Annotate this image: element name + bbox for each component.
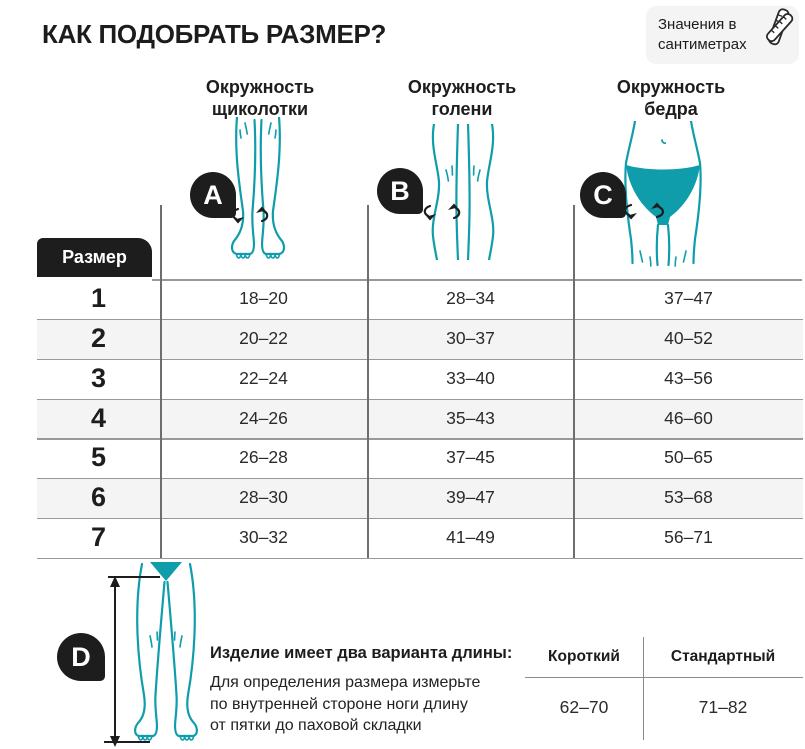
calf-legs-illustration (424, 124, 502, 260)
table-row: 1 18–20 28–34 37–47 (37, 279, 803, 319)
length-table-grid-line (643, 637, 645, 740)
table-grid-line (37, 438, 803, 440)
ankle-range: 30–32 (239, 526, 288, 547)
table-stripe (37, 319, 803, 359)
ankle-range: 18–20 (239, 288, 288, 309)
table-grid-line (160, 205, 162, 558)
column-header-calf: Окружность голени (407, 77, 517, 119)
calf-range: 33–40 (446, 367, 495, 388)
table-grid-line (37, 478, 803, 480)
table-grid-line (367, 205, 369, 558)
size-value: 5 (90, 442, 107, 473)
column-header-hip: Окружность бедра (616, 77, 726, 119)
page-title: КАК ПОДОБРАТЬ РАЗМЕР? (42, 19, 387, 49)
hip-range: 53–68 (664, 487, 713, 508)
length-table-header-short: Короткий (548, 648, 620, 665)
table-row: 2 20–22 30–37 40–52 (37, 319, 803, 359)
marker-d: D (57, 633, 105, 681)
size-value: 6 (90, 482, 107, 513)
length-value-standard: 71–82 (698, 697, 748, 717)
marker-c: C (580, 172, 626, 218)
table-grid-line (37, 398, 803, 400)
ankle-range: 26–28 (239, 447, 288, 468)
length-description-line: от пятки до паховой складки (210, 717, 422, 734)
size-value: 4 (90, 402, 107, 433)
size-column-header: Размер (37, 238, 152, 277)
size-value: 2 (90, 323, 107, 354)
table-row: 7 30–32 41–49 56–71 (37, 518, 803, 558)
measuring-tape-icon (760, 6, 798, 52)
hip-torso-illustration (622, 121, 704, 271)
ankle-range: 22–24 (239, 367, 288, 388)
rotation-arrows-icon (422, 203, 462, 221)
table-grid-line (37, 319, 803, 321)
column-header-ankle: Окружность щиколотки (205, 77, 315, 119)
full-legs-illustration (126, 560, 206, 749)
units-badge-line2: сантиметрах (658, 36, 747, 53)
ankle-legs-illustration (229, 117, 287, 265)
hip-range: 43–56 (664, 367, 713, 388)
calf-range: 28–34 (446, 288, 495, 309)
marker-b: B (377, 168, 423, 214)
length-table-header-standard: Стандартный (670, 648, 776, 665)
table-grid-line (37, 517, 803, 520)
hip-range: 37–47 (664, 288, 713, 309)
length-description-line: Для определения размера измерьте (210, 674, 481, 691)
ankle-range: 28–30 (239, 487, 288, 508)
table-stripe (37, 478, 803, 518)
marker-a: A (190, 172, 236, 218)
units-badge-line1: Значения в (658, 16, 737, 33)
size-value: 7 (90, 521, 107, 552)
calf-range: 41–49 (446, 526, 495, 547)
size-value: 1 (90, 283, 107, 314)
table-stripe (37, 398, 803, 439)
length-arrow-icon (104, 574, 128, 749)
length-description-line: по внутренней стороне ноги длину (210, 695, 468, 713)
calf-range: 35–43 (446, 407, 495, 428)
ankle-range: 20–22 (239, 328, 288, 349)
table-grid-line (37, 358, 803, 361)
calf-range: 30–37 (446, 328, 495, 349)
measure-tick-top (108, 576, 160, 578)
length-heading: Изделие имеет два варианта длины: (210, 644, 513, 662)
table-row: 6 28–30 39–47 53–68 (37, 478, 803, 518)
hip-range: 50–65 (664, 447, 713, 468)
table-grid-line (152, 279, 802, 281)
table-row: 5 26–28 37–45 50–65 (37, 438, 803, 478)
table-row: 3 22–24 33–40 43–56 (37, 359, 803, 399)
calf-range: 37–45 (446, 447, 495, 468)
units-badge: Значения в сантиметрах (646, 6, 799, 64)
size-value: 3 (90, 362, 107, 393)
rotation-arrows-icon (622, 201, 666, 221)
rotation-arrows-icon (230, 206, 270, 224)
length-value-short: 62–70 (559, 697, 609, 717)
hip-range: 46–60 (664, 407, 713, 428)
calf-range: 39–47 (446, 487, 495, 508)
table-grid-line (37, 557, 803, 559)
ankle-range: 24–26 (239, 407, 288, 428)
units-badge-text: Значения в сантиметрах (658, 15, 747, 55)
table-grid-line (573, 205, 575, 558)
hip-range: 40–52 (664, 328, 713, 349)
length-table-grid-line (525, 677, 803, 679)
table-row: 4 24–26 35–43 46–60 (37, 399, 803, 439)
measure-tick-bottom (104, 741, 150, 743)
hip-range: 56–71 (664, 526, 713, 547)
